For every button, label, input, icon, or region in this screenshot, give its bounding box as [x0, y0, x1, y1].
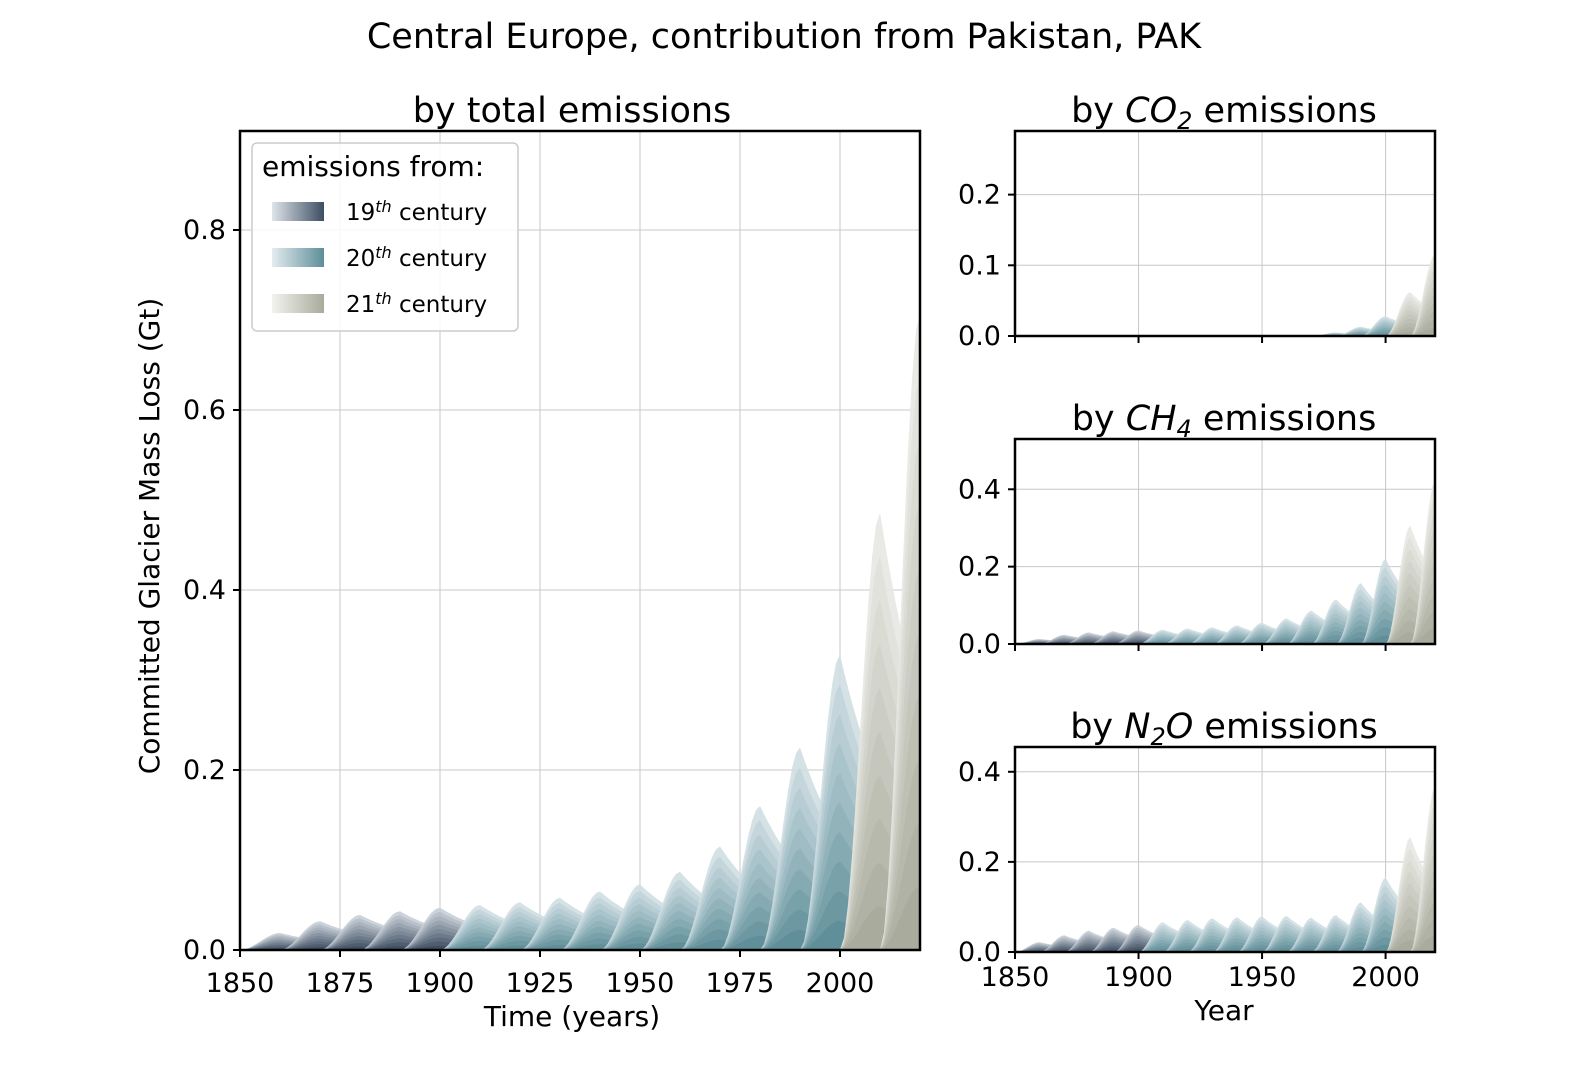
x-tick-label: 1950: [606, 968, 675, 999]
y-tick-label: 0.4: [958, 757, 1001, 788]
x-tick-label: 2000: [1351, 962, 1420, 993]
figure-title: Central Europe, contribution from Pakist…: [367, 17, 1202, 57]
y-tick-label: 0.1: [958, 250, 1001, 281]
y-ticks-total: 0.0 0.2 0.4 0.6 0.8: [183, 215, 240, 966]
x-tick-label: 2000: [806, 968, 875, 999]
legend-label: 21th century: [346, 289, 487, 318]
x-tick-label: 1950: [1228, 962, 1297, 993]
panel-total: by total emissions 1850 1875 1900 1925 1950 1…: [133, 91, 920, 1033]
y-tick-label: 0.0: [183, 935, 226, 966]
y-tick-label: 0.2: [958, 847, 1001, 878]
x-ticks-n2o: 1850 1900 1950 2000: [981, 952, 1420, 993]
legend-swatch: [272, 248, 324, 267]
x-tick-label: 1975: [706, 968, 775, 999]
legend: emissions from: 19th century 20th century…: [252, 143, 518, 331]
y-tick-label: 0.0: [958, 629, 1001, 660]
panel-co2-title: by CO2 emissions: [1071, 91, 1377, 135]
x-tick-label: 1900: [1104, 962, 1173, 993]
y-ticks-co2: 0.0 0.1 0.2: [958, 180, 1015, 352]
series-ch4: [1015, 482, 1435, 645]
x-tick-label: 1850: [206, 968, 275, 999]
y-tick-label: 0.2: [958, 180, 1001, 211]
axes-frame: [1015, 131, 1435, 336]
y-axis-label-total: Committed Glacier Mass Loss (Gt): [133, 298, 166, 775]
grid-co2: [1015, 131, 1435, 336]
panel-total-title: by total emissions: [413, 91, 732, 131]
legend-label: 19th century: [346, 197, 487, 226]
legend-title: emissions from:: [262, 150, 484, 183]
x-tick-label: 1875: [306, 968, 375, 999]
y-ticks-ch4: 0.0 0.2 0.4: [958, 474, 1015, 660]
panel-ch4-title: by CH4 emissions: [1072, 399, 1377, 443]
legend-label: 20th century: [346, 243, 487, 272]
plot-area-ch4: [1015, 439, 1435, 644]
series-total: [240, 313, 920, 950]
panel-n2o-title: by N2O emissions: [1070, 707, 1378, 751]
plot-area-n2o: [1015, 747, 1435, 952]
y-tick-label: 0.8: [183, 215, 226, 246]
y-tick-label: 0.6: [183, 395, 226, 426]
panel-ch4: by CH4 emissions 0.0 0.2 0.4: [958, 399, 1435, 660]
x-tick-label: 1925: [506, 968, 575, 999]
y-ticks-n2o: 0.0 0.2 0.4: [958, 757, 1015, 968]
x-tick-label: 1900: [406, 968, 475, 999]
y-tick-label: 0.2: [958, 552, 1001, 583]
plot-area-co2: [1015, 131, 1435, 336]
legend-swatch: [272, 202, 324, 221]
x-axis-label-total: Time (years): [483, 1000, 660, 1033]
x-axis-label-n2o: Year: [1193, 994, 1254, 1027]
series-n2o: [1015, 788, 1435, 953]
y-tick-label: 0.4: [958, 474, 1001, 505]
y-tick-label: 0.4: [183, 575, 226, 606]
series-co2: [1287, 255, 1435, 336]
panel-n2o: by N2O emissions 1850 1900 1950 2000 0.00.2…: [958, 707, 1435, 1027]
panel-co2: by CO2 emissions 0.0 0.1 0.2: [958, 91, 1435, 352]
x-ticks-total: 1850 1875 1900 1925 1950 1975 2000: [206, 950, 875, 999]
y-tick-label: 0.2: [183, 755, 226, 786]
legend-swatch: [272, 294, 324, 313]
y-tick-label: 0.0: [958, 321, 1001, 352]
y-tick-label: 0.0: [958, 937, 1001, 968]
